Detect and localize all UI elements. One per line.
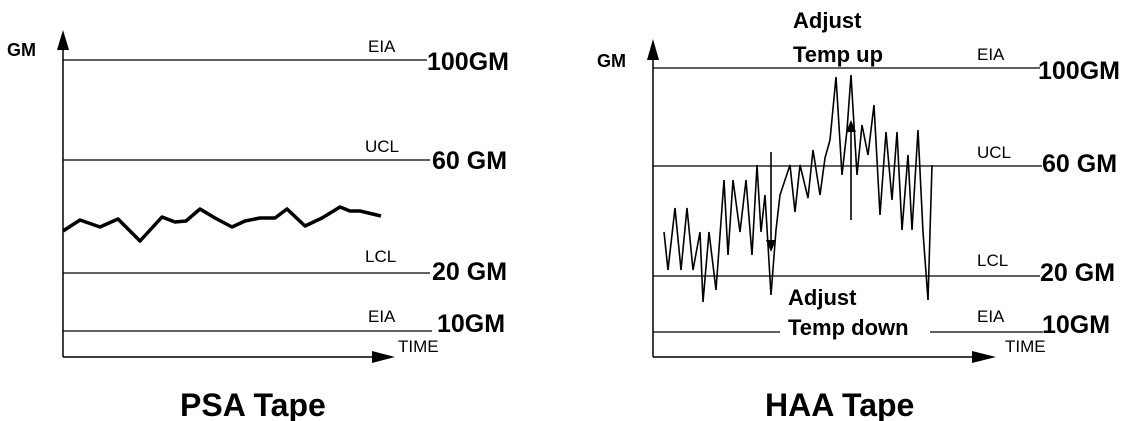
psa-x-axis-label: TIME xyxy=(398,337,439,356)
haa-lcl-value: 20 GM xyxy=(1040,259,1115,287)
psa-eia-upper-tag: EIA xyxy=(368,37,396,56)
haa-title: HAA Tape xyxy=(765,387,914,421)
haa-ucl-tag: UCL xyxy=(977,143,1011,162)
haa-ucl-value: 60 GM xyxy=(1042,150,1117,178)
haa-annotation-down-line2: Temp down xyxy=(788,315,909,340)
haa-down-arrowhead xyxy=(766,240,776,252)
haa-y-axis-arrowhead xyxy=(647,39,659,60)
haa-annotation-down-line1: Adjust xyxy=(788,285,857,310)
psa-title: PSA Tape xyxy=(180,387,326,421)
haa-annotation-up-line2: Temp up xyxy=(793,42,883,67)
psa-process-trace xyxy=(62,205,382,243)
haa-eia-upper-tag: EIA xyxy=(977,45,1005,64)
psa-eia-lower-tag: EIA xyxy=(368,307,396,326)
psa-ucl-tag: UCL xyxy=(365,137,399,156)
haa-x-axis-arrowhead xyxy=(972,351,996,363)
haa-process-trace xyxy=(663,74,933,303)
haa-x-axis-label: TIME xyxy=(1005,337,1046,356)
psa-eia-upper-value: 100GM xyxy=(427,48,509,76)
psa-lcl-value: 20 GM xyxy=(432,258,507,286)
haa-annotation-up-line1: Adjust xyxy=(793,8,862,33)
psa-y-axis-label: GM xyxy=(7,40,36,60)
haa-panel: GM TIME EIA 100GM UCL 60 GM LCL 20 GM EI… xyxy=(597,8,1120,421)
psa-ucl-value: 60 GM xyxy=(432,147,507,175)
psa-panel: GM TIME EIA 100GM UCL 60 GM LCL 20 GM EI… xyxy=(7,30,509,421)
haa-eia-lower-value: 10GM xyxy=(1042,311,1110,339)
haa-y-axis-label: GM xyxy=(597,51,626,71)
haa-eia-upper-value: 100GM xyxy=(1038,57,1120,85)
haa-eia-lower-tag: EIA xyxy=(977,307,1005,326)
psa-x-axis-arrowhead xyxy=(372,351,395,363)
psa-eia-lower-value: 10GM xyxy=(437,310,505,338)
haa-lcl-tag: LCL xyxy=(977,251,1008,270)
psa-y-axis-arrowhead xyxy=(57,30,69,50)
psa-lcl-tag: LCL xyxy=(365,247,396,266)
haa-up-arrowhead xyxy=(846,120,856,132)
